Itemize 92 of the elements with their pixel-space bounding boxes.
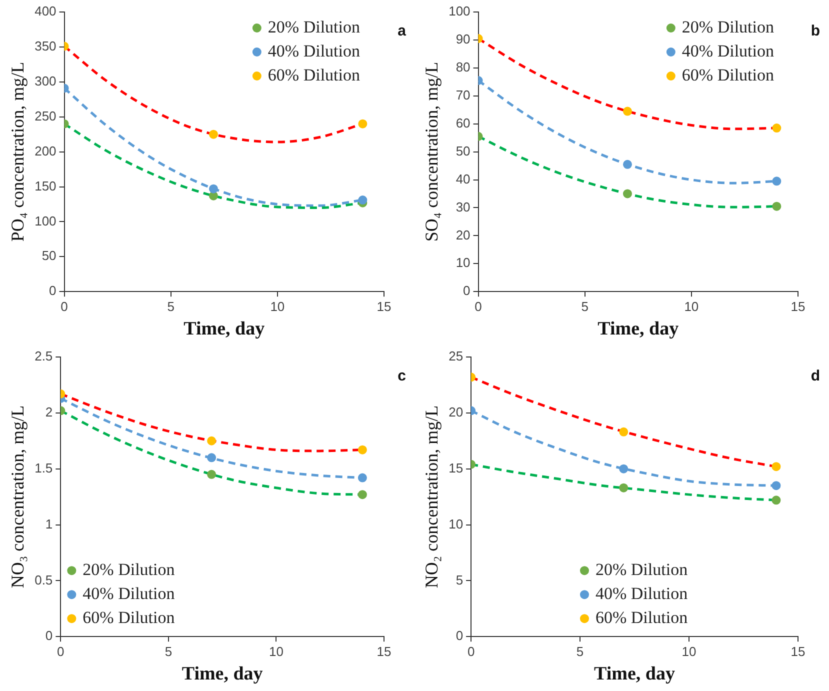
point <box>358 445 367 454</box>
x-tick-label: 10 <box>684 298 699 314</box>
x-tick-label: 15 <box>376 298 392 314</box>
point <box>622 106 632 116</box>
x-axis-title: Time, day <box>182 664 264 685</box>
point <box>358 490 367 500</box>
x-tick-label: 0 <box>60 298 68 314</box>
legend-label: 40% Dilution <box>268 41 360 60</box>
y-tick-label: 5 <box>456 572 464 588</box>
y-tick-label: 250 <box>34 108 56 124</box>
legend-label: 40% Dilution <box>595 584 688 604</box>
point <box>358 196 368 205</box>
y-tick-label: 30 <box>456 199 470 214</box>
point <box>772 176 782 186</box>
y-tick-label: 300 <box>34 73 56 88</box>
x-tick-label: 0 <box>474 298 482 314</box>
legend-label: 20% Dilution <box>682 17 774 36</box>
legend-label: 60% Dilution <box>682 65 774 84</box>
text: b <box>810 22 820 40</box>
y-tick-label: 10 <box>448 516 464 532</box>
point <box>358 119 368 128</box>
legend-label: 60% Dilution <box>268 65 360 84</box>
y-tick-label: 0.5 <box>34 572 53 588</box>
point <box>772 124 782 133</box>
x-axis-title: Time, day <box>598 318 680 340</box>
y-tick-label: 1 <box>45 516 53 532</box>
legend-label: 40% Dilution <box>682 41 774 60</box>
y-tick-label: 40 <box>456 171 470 186</box>
point <box>619 464 628 474</box>
y-tick-label: 15 <box>448 460 464 476</box>
x-tick-label: 5 <box>167 298 174 314</box>
y-axis-title: NO₂ concentration, mg/L <box>422 405 442 588</box>
y-tick-label: 50 <box>42 248 56 264</box>
text: d <box>810 368 820 385</box>
point <box>619 483 628 492</box>
y-tick-label: 1.5 <box>34 460 53 476</box>
legend-label: 40% Dilution <box>82 584 176 604</box>
y-tick-label: 0 <box>49 283 56 298</box>
y-tick-label: 70 <box>456 87 470 102</box>
point <box>207 453 216 462</box>
y-tick-label: 150 <box>34 178 56 194</box>
y-tick-label: 350 <box>34 38 56 54</box>
y-tick-label: 50 <box>456 143 470 158</box>
point <box>358 473 367 482</box>
y-tick-label: 0 <box>45 628 53 644</box>
point <box>207 436 216 446</box>
y-tick-label: 100 <box>34 213 56 228</box>
legend-label: 60% Dilution <box>595 608 688 628</box>
x-tick-label: 5 <box>576 644 584 659</box>
legend-label: 20% Dilution <box>595 560 688 580</box>
x-tick-label: 5 <box>581 298 588 314</box>
x-axis-title: Time, day <box>594 664 676 685</box>
point <box>207 470 216 479</box>
point <box>622 189 632 198</box>
x-tick-label: 15 <box>790 644 806 659</box>
y-tick-label: 25 <box>448 348 464 364</box>
x-tick-label: 10 <box>268 644 284 659</box>
legend-label: 60% Dilution <box>82 608 176 628</box>
point <box>772 462 781 472</box>
point <box>208 130 218 139</box>
point <box>772 481 781 490</box>
y-axis-title: SO₄ concentration, mg/L <box>422 62 442 242</box>
x-tick-label: 10 <box>270 298 285 314</box>
y-tick-label: 20 <box>448 404 464 420</box>
y-tick-label: 0 <box>463 283 470 298</box>
text: c <box>398 368 406 385</box>
x-tick-label: 15 <box>376 644 392 659</box>
y-tick-label: 60 <box>456 115 470 130</box>
x-axis-title: Time, day <box>184 318 266 340</box>
y-tick-label: 100 <box>448 4 470 19</box>
legend-label: 20% Dilution <box>268 17 360 36</box>
y-axis-title: NO₃ concentration, mg/L <box>8 405 28 588</box>
x-tick-label: 15 <box>790 298 806 314</box>
point <box>772 202 782 211</box>
y-tick-label: 2.5 <box>34 348 53 364</box>
point <box>622 160 632 169</box>
y-tick-label: 0 <box>456 628 464 644</box>
y-tick-label: 20 <box>456 227 470 242</box>
y-tick-label: 10 <box>456 255 470 270</box>
y-tick-label: 2 <box>45 404 53 420</box>
point <box>208 184 218 194</box>
y-tick-label: 90 <box>456 32 470 47</box>
y-tick-label: 200 <box>34 143 56 158</box>
x-tick-label: 5 <box>164 644 172 659</box>
point <box>619 427 628 436</box>
x-tick-label: 10 <box>682 644 696 659</box>
y-tick-label: 80 <box>456 60 470 74</box>
y-tick-label: 400 <box>34 4 56 19</box>
text: a <box>398 22 407 40</box>
legend-label: 20% Dilution <box>82 560 176 580</box>
y-axis-title: PO₄ concentration, mg/L <box>8 62 28 242</box>
point <box>772 496 781 505</box>
